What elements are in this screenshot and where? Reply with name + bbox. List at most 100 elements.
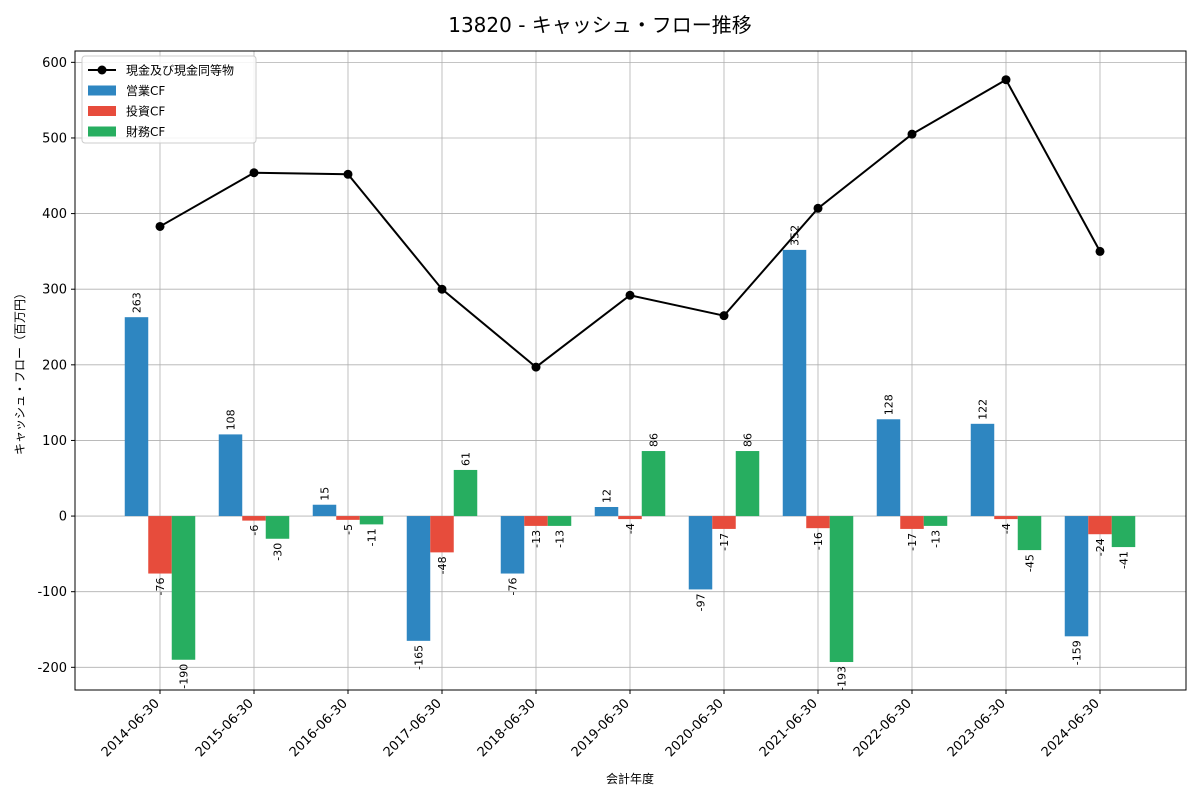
x-tick-label: 2018-06-30: [475, 696, 539, 760]
bar-value-label: -13: [530, 530, 543, 548]
legend-entry-label: 営業CF: [126, 84, 165, 98]
bar-投資CF-2020-06-30: [712, 516, 736, 529]
bar-value-label: -76: [507, 578, 520, 596]
x-tick-label: 2021-06-30: [757, 696, 821, 760]
bar-value-label: -17: [718, 533, 731, 551]
bar-営業CF-2022-06-30: [876, 419, 901, 517]
y-tick-label: -200: [37, 661, 67, 676]
x-tick-label: 2023-06-30: [945, 696, 1009, 760]
bar-value-label: -165: [413, 645, 426, 670]
data-labels: 263 108 15 -165 -76 12 -97 352 128 122 -159 -76 -6 -5…: [131, 225, 1131, 691]
bar-財務CF-2024-06-30: [1111, 516, 1136, 548]
line-point-2015-06-30: [249, 168, 259, 178]
plot-frame: [74, 50, 1187, 691]
cash-line: [155, 75, 1105, 372]
bar-value-label: -13: [554, 530, 567, 548]
y-tick-label: 300: [42, 283, 67, 298]
x-tick-label: 2014-06-30: [99, 696, 163, 760]
bar-営業CF-2024-06-30: [1064, 516, 1089, 637]
bar-投資CF-2014-06-30: [148, 516, 172, 574]
line-point-2019-06-30: [625, 290, 635, 300]
bar-投資CF-2022-06-30: [900, 516, 924, 529]
x-tick-label: 2022-06-30: [851, 696, 915, 760]
bar-value-label: 15: [319, 487, 332, 501]
x-axis-label: 会計年度: [606, 771, 654, 786]
bar-value-label: 12: [601, 489, 614, 503]
bar-value-label: -6: [248, 525, 261, 536]
bar-value-label: 263: [131, 292, 144, 313]
bar-value-label: -4: [1000, 523, 1013, 534]
bar-value-label: -48: [436, 556, 449, 574]
bar-財務CF-2021-06-30: [829, 516, 854, 663]
legend-entry-label: 現金及び現金同等物: [126, 63, 234, 78]
bar-value-label: 108: [225, 409, 238, 430]
x-tick-label: 2024-06-30: [1039, 696, 1103, 760]
bar-value-label: -30: [272, 543, 285, 561]
bar-value-label: -4: [624, 523, 637, 534]
bar-投資CF-2018-06-30: [524, 516, 548, 526]
bar-value-label: -13: [930, 530, 943, 548]
bar-投資CF-2019-06-30: [618, 516, 642, 520]
bar-value-label: -17: [906, 533, 919, 551]
legend-bar-swatch: [88, 126, 116, 137]
bar-財務CF-2019-06-30: [641, 451, 666, 517]
y-tick-label: 0: [59, 510, 67, 525]
chart-title: 13820 - キャッシュ・フロー推移: [448, 13, 752, 37]
bar-財務CF-2020-06-30: [735, 451, 760, 517]
bar-投資CF-2023-06-30: [994, 516, 1018, 520]
bar-value-label: -11: [366, 528, 379, 546]
x-tick-label: 2015-06-30: [193, 696, 257, 760]
y-axis-label: キャッシュ・フロー（百万円）: [13, 287, 27, 455]
bar-value-label: -45: [1024, 554, 1037, 572]
y-tick-label: 500: [42, 131, 67, 146]
bar-value-label: 86: [742, 433, 755, 447]
bar-value-label: 352: [789, 225, 802, 246]
line-point-2016-06-30: [343, 169, 353, 179]
bar-営業CF-2021-06-30: [782, 249, 807, 517]
bar-財務CF-2018-06-30: [547, 516, 572, 526]
bar-投資CF-2017-06-30: [430, 516, 454, 553]
bar-営業CF-2016-06-30: [312, 504, 337, 517]
bar-value-label: -16: [812, 532, 825, 550]
bar-営業CF-2014-06-30: [124, 317, 149, 517]
line-point-2014-06-30: [155, 221, 165, 231]
bar-value-label: -97: [695, 593, 708, 611]
line-point-2024-06-30: [1095, 246, 1105, 256]
bars: [124, 249, 1136, 663]
x-tick-label: 2020-06-30: [663, 696, 727, 760]
bar-財務CF-2022-06-30: [923, 516, 948, 526]
bar-投資CF-2024-06-30: [1088, 516, 1112, 535]
x-tick-label: 2016-06-30: [287, 696, 351, 760]
line-point-2022-06-30: [907, 129, 917, 139]
bar-value-label: -76: [154, 578, 167, 596]
bar-value-label: -190: [178, 664, 191, 689]
bar-value-label: -24: [1094, 538, 1107, 556]
line-point-2017-06-30: [437, 284, 447, 294]
bar-営業CF-2020-06-30: [688, 516, 713, 590]
x-tick-label: 2019-06-30: [569, 696, 633, 760]
line-point-2021-06-30: [813, 203, 823, 213]
y-tick-label: 200: [42, 358, 67, 373]
y-tick-label: -100: [37, 585, 67, 600]
legend-marker: [97, 65, 107, 75]
bar-value-label: -193: [836, 666, 849, 691]
y-tick-label: 400: [42, 207, 67, 222]
bar-財務CF-2017-06-30: [453, 469, 478, 517]
bar-value-label: 61: [460, 452, 473, 466]
bar-営業CF-2018-06-30: [500, 516, 525, 574]
bar-value-label: -41: [1118, 551, 1131, 569]
bar-財務CF-2023-06-30: [1017, 516, 1042, 551]
grid: [75, 51, 1186, 690]
y-tick-label: 100: [42, 434, 67, 449]
line-point-2020-06-30: [719, 311, 729, 321]
y-axis-ticks: -200 -100 0 100 200 300 400 500 600: [37, 56, 75, 676]
bar-value-label: 122: [977, 399, 990, 420]
bar-営業CF-2017-06-30: [406, 516, 431, 641]
bar-投資CF-2016-06-30: [336, 516, 360, 520]
bar-営業CF-2019-06-30: [594, 506, 619, 517]
bar-財務CF-2014-06-30: [171, 516, 196, 660]
bar-value-label: 86: [648, 433, 661, 447]
bar-value-label: -5: [342, 524, 355, 535]
